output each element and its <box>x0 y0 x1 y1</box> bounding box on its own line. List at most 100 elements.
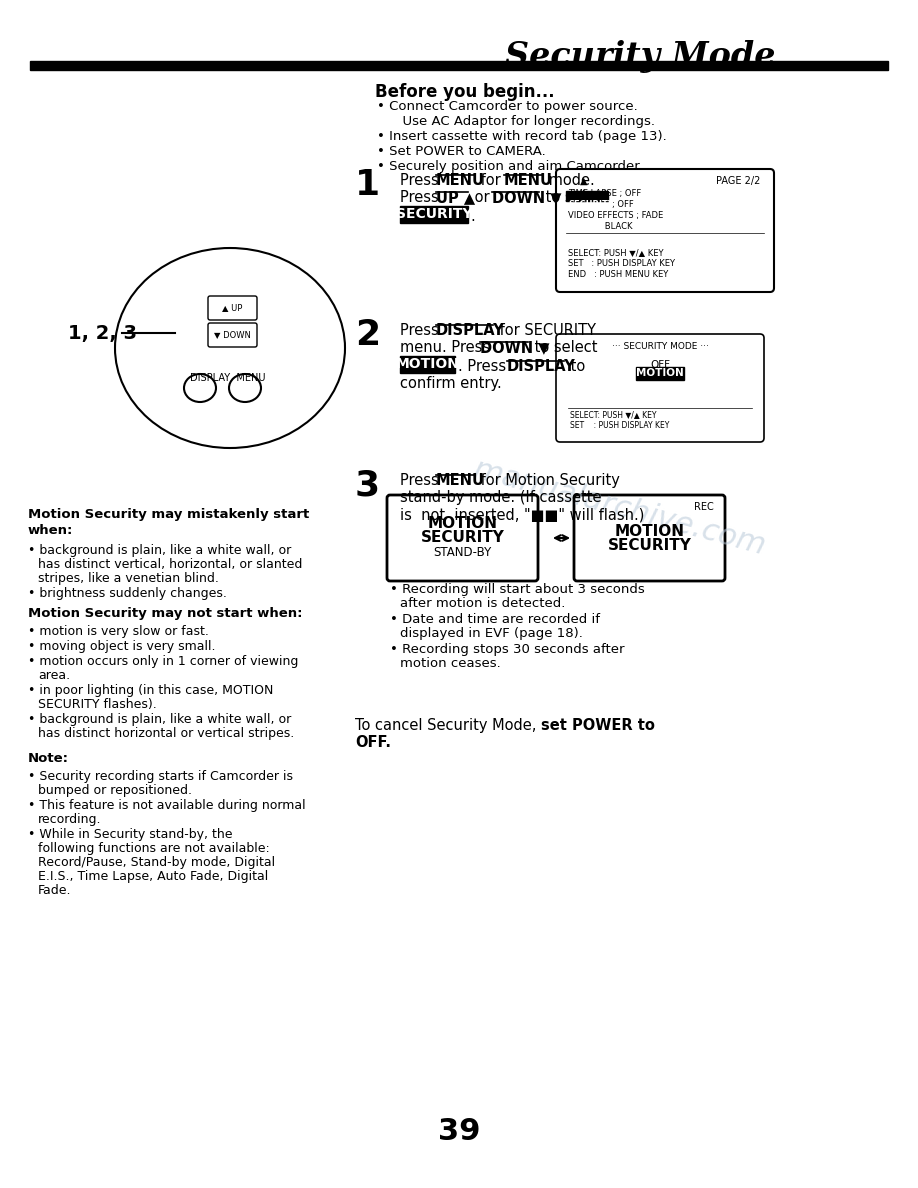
Text: ··· SECURITY MODE ···: ··· SECURITY MODE ··· <box>611 342 709 350</box>
FancyBboxPatch shape <box>387 495 538 581</box>
Text: TIME LAPSE ; OFF: TIME LAPSE ; OFF <box>568 189 642 198</box>
Text: • This feature is not available during normal: • This feature is not available during n… <box>28 800 306 813</box>
Text: VIDEO EFFECTS ; FADE: VIDEO EFFECTS ; FADE <box>568 211 663 220</box>
Text: menu. Press: menu. Press <box>400 340 495 355</box>
Text: • motion is very slow or fast.: • motion is very slow or fast. <box>28 625 209 638</box>
Text: Use AC Adaptor for longer recordings.: Use AC Adaptor for longer recordings. <box>377 115 655 128</box>
Text: • Connect Camcorder to power source.: • Connect Camcorder to power source. <box>377 100 638 113</box>
Text: has distinct vertical, horizontal, or slanted: has distinct vertical, horizontal, or sl… <box>38 558 302 571</box>
Text: • background is plain, like a white wall, or: • background is plain, like a white wall… <box>28 713 291 726</box>
Text: Note:: Note: <box>28 752 69 765</box>
Text: displayed in EVF (page 18).: displayed in EVF (page 18). <box>400 627 583 640</box>
Text: 2: 2 <box>355 318 380 352</box>
Text: MENU: MENU <box>436 173 485 188</box>
Text: .: . <box>470 209 475 225</box>
FancyBboxPatch shape <box>574 495 725 581</box>
Text: stand-by mode. (If cassette: stand-by mode. (If cassette <box>400 489 601 505</box>
Bar <box>400 206 468 223</box>
Text: to select: to select <box>541 190 609 206</box>
Text: MENU: MENU <box>436 473 485 488</box>
Text: Security Mode: Security Mode <box>505 40 775 72</box>
Text: following functions are not available:: following functions are not available: <box>38 842 270 855</box>
FancyBboxPatch shape <box>208 296 257 320</box>
Text: • Set POWER to CAMERA.: • Set POWER to CAMERA. <box>377 145 545 158</box>
Text: OFF.: OFF. <box>355 735 391 750</box>
Text: BLACK: BLACK <box>568 222 633 230</box>
Text: • Recording will start about 3 seconds: • Recording will start about 3 seconds <box>390 583 644 596</box>
Text: • Security recording starts if Camcorder is: • Security recording starts if Camcorder… <box>28 770 293 783</box>
Text: MENU: MENU <box>504 173 553 188</box>
Text: E.I.S., Time Lapse, Auto Fade, Digital: E.I.S., Time Lapse, Auto Fade, Digital <box>38 870 268 883</box>
Text: STAND-BY: STAND-BY <box>433 546 492 560</box>
Text: DISPLAY: DISPLAY <box>436 323 505 339</box>
Text: SECURITY flashes).: SECURITY flashes). <box>38 699 157 710</box>
Text: ▼ DOWN: ▼ DOWN <box>214 330 251 340</box>
Text: area.: area. <box>38 669 70 682</box>
Text: SELECT: PUSH ▼/▲ KEY: SELECT: PUSH ▼/▲ KEY <box>570 410 656 419</box>
Text: mode.: mode. <box>544 173 595 188</box>
Text: is  not  inserted, "■■" will flash.): is not inserted, "■■" will flash.) <box>400 507 644 522</box>
Bar <box>400 356 455 373</box>
Text: DOWN ▼: DOWN ▼ <box>480 340 550 355</box>
Text: SECURITY: SECURITY <box>396 208 473 221</box>
Text: to select: to select <box>530 340 598 355</box>
Text: • Securely position and aim Camcorder.: • Securely position and aim Camcorder. <box>377 160 643 173</box>
Text: after motion is detected.: after motion is detected. <box>400 598 565 609</box>
Text: for Motion Security: for Motion Security <box>476 473 620 488</box>
FancyBboxPatch shape <box>556 169 774 292</box>
Text: MOTION: MOTION <box>636 368 684 379</box>
Text: confirm entry.: confirm entry. <box>400 375 502 391</box>
Text: set POWER to: set POWER to <box>541 718 655 733</box>
Text: DISPLAY  MENU: DISPLAY MENU <box>190 373 265 383</box>
Text: REC: REC <box>694 503 714 512</box>
Text: or: or <box>470 190 494 206</box>
Text: to: to <box>566 359 586 374</box>
Text: Motion Security may mistakenly start
when:: Motion Security may mistakenly start whe… <box>28 508 309 537</box>
Text: • in poor lighting (in this case, MOTION: • in poor lighting (in this case, MOTION <box>28 684 274 697</box>
Text: 1: 1 <box>355 168 380 202</box>
Text: SECURITY: SECURITY <box>568 200 614 209</box>
Text: motion ceases.: motion ceases. <box>400 657 500 670</box>
Bar <box>636 367 684 380</box>
Text: MOTION: MOTION <box>396 358 459 372</box>
Text: stripes, like a venetian blind.: stripes, like a venetian blind. <box>38 571 218 584</box>
Text: SELECT: PUSH ▼/▲ KEY: SELECT: PUSH ▼/▲ KEY <box>568 248 664 257</box>
Text: Press: Press <box>400 323 443 339</box>
Text: UP ▲: UP ▲ <box>436 190 476 206</box>
Text: ▲ UP: ▲ UP <box>222 303 242 312</box>
Text: • Date and time are recorded if: • Date and time are recorded if <box>390 613 600 626</box>
Text: OFF: OFF <box>650 360 670 369</box>
Text: DISPLAY: DISPLAY <box>507 359 576 374</box>
Text: • Recording stops 30 seconds after: • Recording stops 30 seconds after <box>390 643 624 656</box>
Text: • Insert cassette with record tab (page 13).: • Insert cassette with record tab (page … <box>377 129 666 143</box>
Text: . Press: . Press <box>458 359 510 374</box>
FancyBboxPatch shape <box>556 334 764 442</box>
Bar <box>30 61 888 70</box>
Text: • moving object is very small.: • moving object is very small. <box>28 640 216 653</box>
Text: Record/Pause, Stand-by mode, Digital: Record/Pause, Stand-by mode, Digital <box>38 857 275 868</box>
Text: • background is plain, like a white wall, or: • background is plain, like a white wall… <box>28 544 291 557</box>
Text: MOTION: MOTION <box>428 517 498 531</box>
Text: for: for <box>476 173 506 188</box>
Text: recording.: recording. <box>38 813 102 826</box>
Text: ; OFF: ; OFF <box>612 200 633 209</box>
Bar <box>566 191 608 201</box>
Text: END   : PUSH MENU KEY: END : PUSH MENU KEY <box>568 270 668 279</box>
Text: SET   : PUSH DISPLAY KEY: SET : PUSH DISPLAY KEY <box>568 259 675 268</box>
Text: • brightness suddenly changes.: • brightness suddenly changes. <box>28 587 227 600</box>
Text: Press: Press <box>400 473 443 488</box>
Text: DOWN ▼: DOWN ▼ <box>492 190 562 206</box>
Text: 1, 2, 3: 1, 2, 3 <box>68 323 137 342</box>
Text: SECURITY: SECURITY <box>608 537 691 552</box>
Text: • motion occurs only in 1 corner of viewing: • motion occurs only in 1 corner of view… <box>28 655 298 668</box>
Text: 3: 3 <box>355 468 380 503</box>
Text: 39: 39 <box>438 1117 480 1146</box>
Text: has distinct horizontal or vertical stripes.: has distinct horizontal or vertical stri… <box>38 727 295 740</box>
FancyBboxPatch shape <box>208 323 257 347</box>
Text: MOTION: MOTION <box>614 524 685 538</box>
Text: Fade.: Fade. <box>38 884 72 897</box>
Text: SET    : PUSH DISPLAY KEY: SET : PUSH DISPLAY KEY <box>570 421 669 430</box>
Text: bumped or repositioned.: bumped or repositioned. <box>38 784 192 797</box>
Text: Motion Security may not start when:: Motion Security may not start when: <box>28 607 303 620</box>
Text: PAGE 2/2: PAGE 2/2 <box>716 176 760 187</box>
